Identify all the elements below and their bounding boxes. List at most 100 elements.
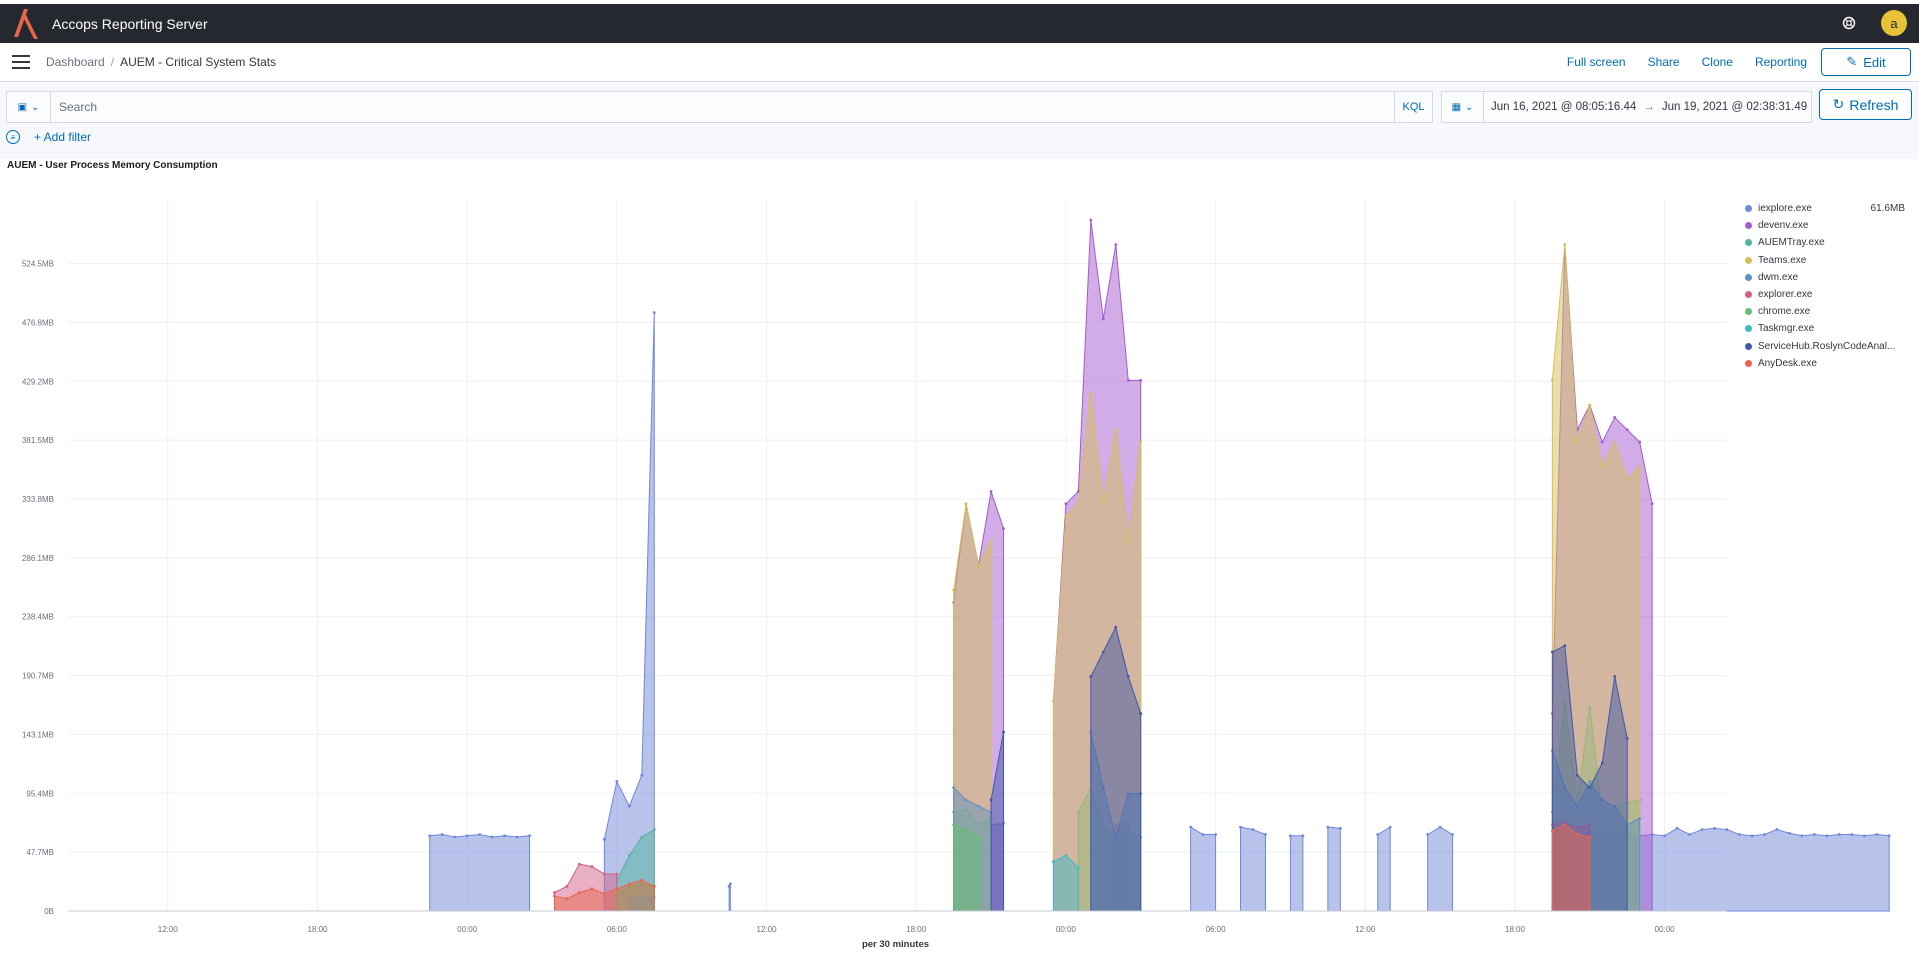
add-filter-link[interactable]: + Add filter [34,130,92,144]
data-point [1376,833,1380,836]
data-point [1725,828,1729,831]
hamburger-menu-icon[interactable] [12,55,30,69]
data-point [1089,391,1093,395]
legend-item[interactable]: AUEMTray.exe [1745,234,1915,251]
data-point [602,892,606,896]
data-point [1575,773,1579,777]
legend-item[interactable]: chrome.exe [1745,303,1915,320]
data-point [1052,699,1055,703]
data-point [652,884,656,888]
x-tick-label: 18:00 [906,925,927,934]
data-point [1451,833,1454,836]
legend-item[interactable]: iexplore.exe 61.6MB [1745,200,1915,217]
legend-dot-icon [1745,291,1752,299]
kql-toggle[interactable]: KQL [1394,92,1432,122]
app-logo[interactable] [10,7,44,41]
user-avatar[interactable]: a [1881,10,1907,36]
top-header: Accops Reporting Server a [0,0,1919,43]
edit-button[interactable]: ✎ Edit [1821,48,1911,76]
y-tick-label: 476.8MB [22,318,54,327]
data-point [1114,243,1118,247]
y-tick-label: 95.4MB [26,789,54,798]
data-point [728,882,732,886]
y-tick-label: 238.4MB [22,613,54,622]
memory-area-chart: 0B 47.7MB 95.4MB 143.1MB 190.7MB 238.4MB 286.1… [22,200,1891,950]
data-point [1064,854,1068,857]
refresh-button[interactable]: ↻ Refresh [1819,89,1912,120]
x-tick-label: 00:00 [1056,925,1077,934]
data-point [1426,833,1430,836]
legend-label: devenv.exe [1758,220,1809,232]
y-tick-label: 0B [44,907,54,916]
full-screen-link[interactable]: Full screen [1566,55,1626,69]
data-point [1239,825,1242,829]
data-point [964,798,968,802]
data-point [1301,834,1305,838]
data-point [977,804,980,808]
data-point [553,891,556,894]
data-point [1600,465,1604,469]
data-point [1101,650,1105,654]
help-icon[interactable] [1839,13,1859,33]
data-point [989,798,993,802]
end-date[interactable]: Jun 19, 2021 @ 02:38:31.49 [1661,101,1808,113]
data-point [1126,539,1130,543]
data-point [1326,825,1330,829]
data-point [1114,625,1118,629]
data-point [1763,833,1766,836]
share-link[interactable]: Share [1647,55,1680,69]
filter-options-icon[interactable]: ≡ [6,130,20,144]
data-point [627,882,631,886]
legend-item[interactable]: AnyDesk.exe [1745,355,1915,372]
legend-dot-icon [1745,256,1752,264]
data-point [1613,675,1617,678]
data-point [977,564,980,567]
legend-item[interactable]: ServiceHub.RoslynCodeAnal... [1745,338,1915,355]
data-point [578,862,581,866]
data-point [1189,825,1193,829]
legend-dot-icon [1745,222,1752,230]
x-tick-label: 06:00 [607,925,628,934]
legend-item[interactable]: explorer.exe [1745,286,1915,303]
data-point [977,835,980,839]
legend-item[interactable]: devenv.exe [1745,217,1915,234]
legend-label: Taskmgr.exe [1758,323,1815,335]
data-point [1563,644,1567,648]
data-point [1002,730,1005,734]
data-point [1550,650,1554,654]
data-point [1700,828,1704,831]
legend-label: Teams.exe [1758,254,1807,266]
data-point [490,835,494,839]
data-point [1076,866,1080,870]
data-point [1089,218,1093,222]
edit-button-label: Edit [1863,54,1886,70]
legend-item[interactable]: dwm.exe [1745,269,1915,286]
data-point [1101,317,1105,321]
app-title: Accops Reporting Server [52,15,208,32]
data-point [1052,860,1055,864]
legend-item[interactable]: Taskmgr.exe [1745,320,1915,337]
data-point [1076,490,1080,493]
data-point [1126,379,1130,382]
breadcrumb-dashboard[interactable]: Dashboard [46,55,105,69]
data-point [1064,502,1068,506]
data-point [578,891,581,894]
data-point [1588,835,1592,839]
y-tick-label: 47.7MB [26,848,54,857]
legend-item[interactable]: Teams.exe [1745,252,1915,269]
search-input[interactable]: Search [59,100,98,114]
data-point [1289,834,1292,838]
start-date[interactable]: Jun 16, 2021 @ 08:05:16.44 [1491,101,1637,113]
quick-menu-button[interactable]: ▦ ⌄ [1442,92,1484,122]
date-arrow: → [1643,101,1655,113]
refresh-icon: ↻ [1832,96,1845,112]
data-point [1388,825,1392,829]
series-area [1240,826,1266,912]
breadcrumb-current: AUEM - Critical System Stats [120,55,277,69]
clone-link[interactable]: Clone [1701,55,1733,69]
reporting-link[interactable]: Reporting [1754,55,1807,69]
data-point [952,823,956,827]
data-point [515,835,519,839]
series-area [1427,826,1454,912]
saved-query-button[interactable]: ▣ ⌄ [7,92,51,122]
